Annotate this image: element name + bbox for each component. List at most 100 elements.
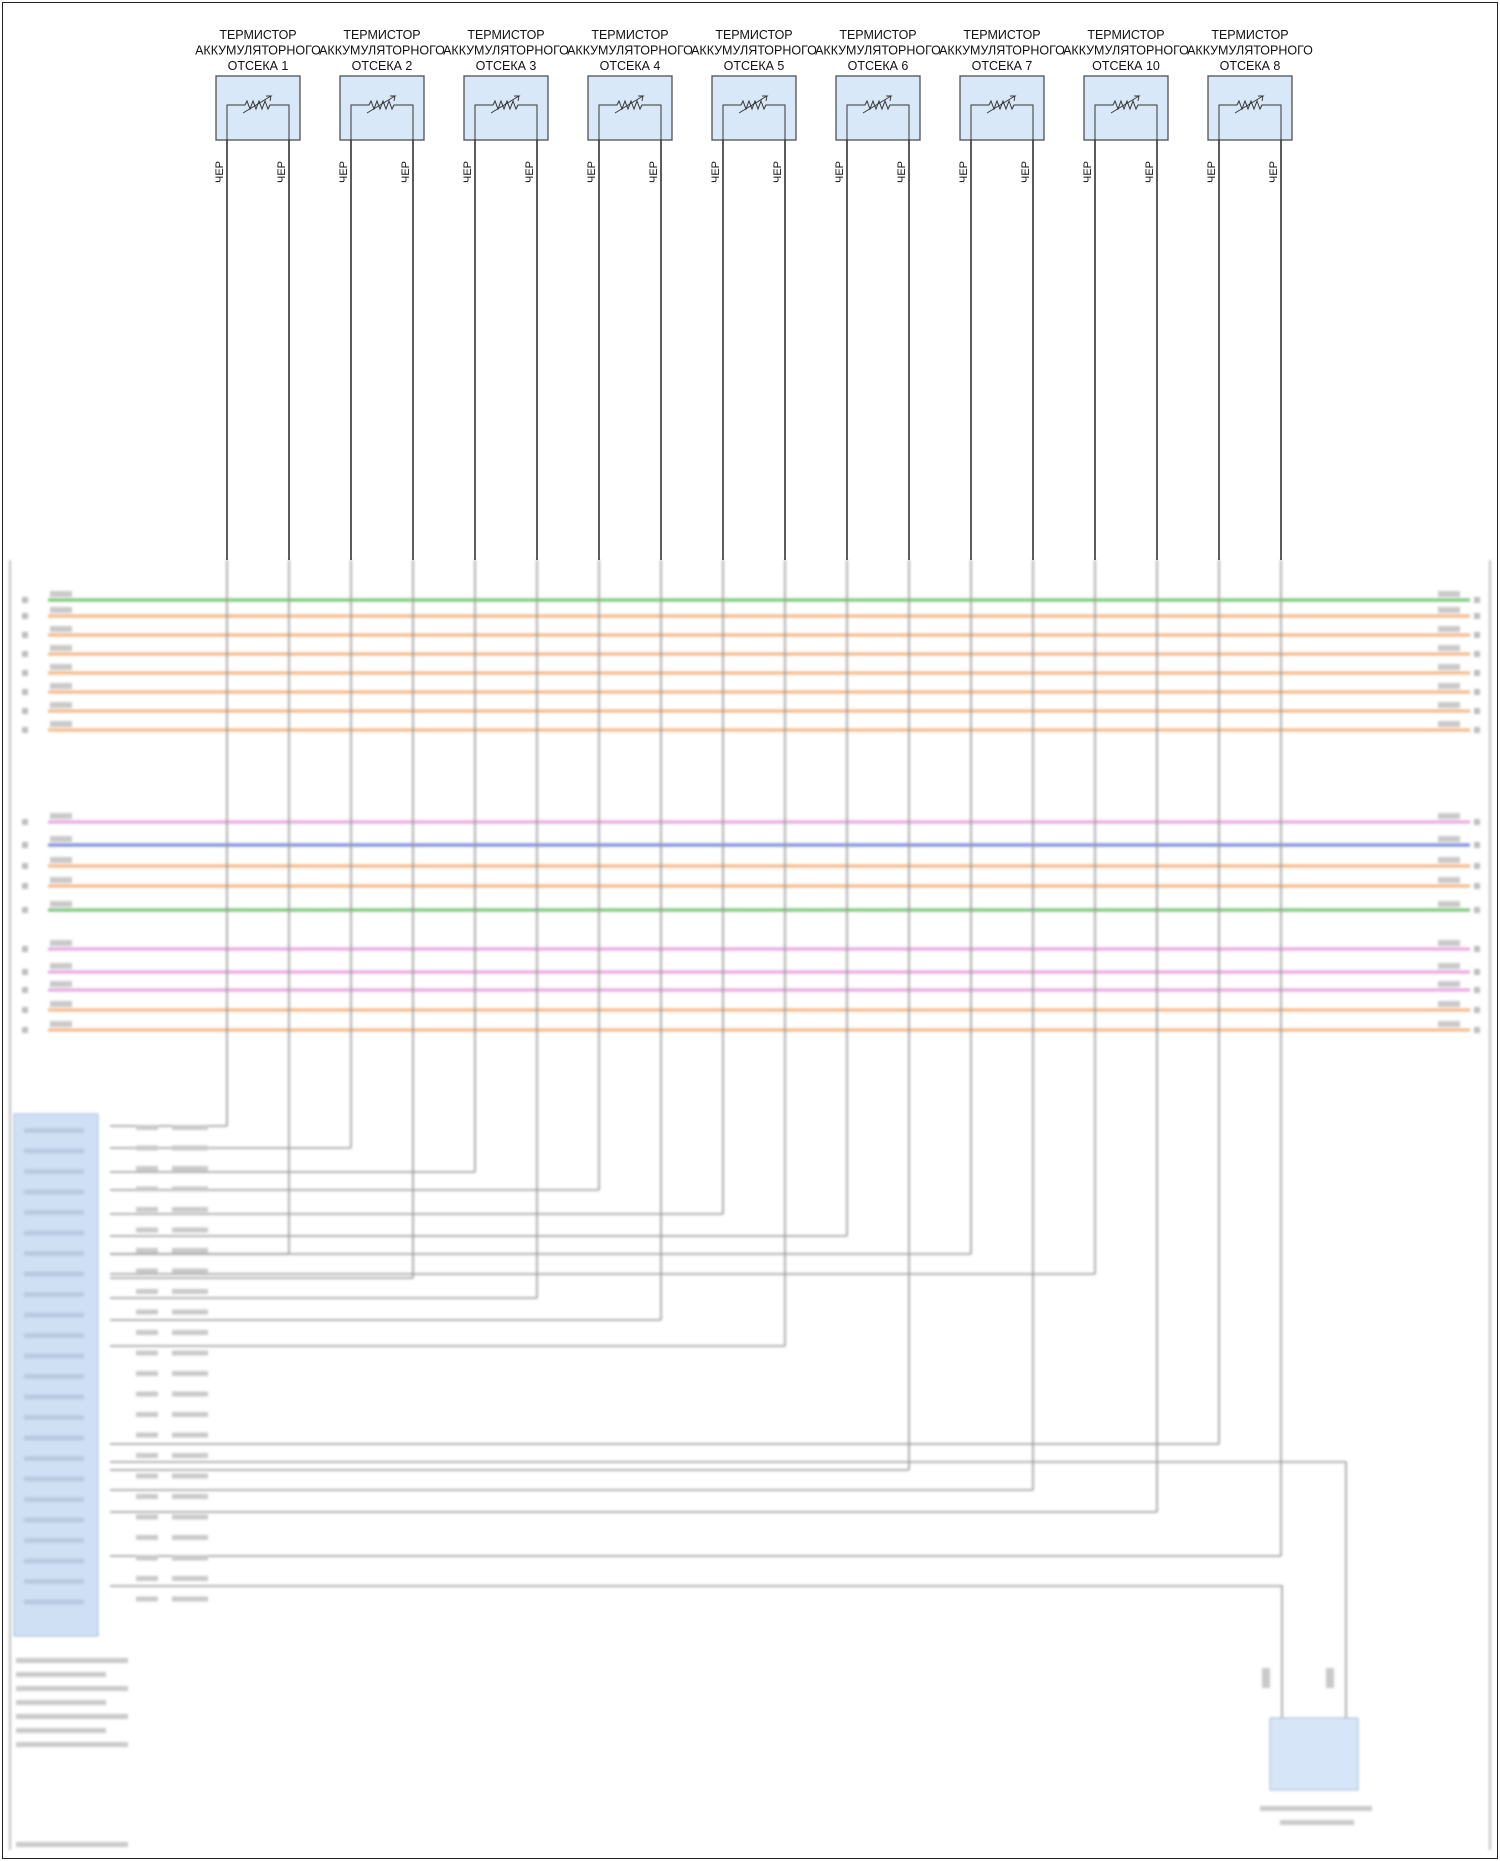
pin-tag bbox=[172, 1125, 208, 1130]
band-pin-mark bbox=[1474, 946, 1480, 952]
band-tag bbox=[1438, 857, 1460, 863]
module-pin-label bbox=[24, 1333, 84, 1338]
module-pin-label bbox=[24, 1251, 84, 1256]
band-tag bbox=[50, 963, 72, 969]
band-tag bbox=[50, 981, 72, 987]
band-pin-mark bbox=[1474, 727, 1480, 733]
pin-tag bbox=[136, 1207, 158, 1212]
band-tag bbox=[1438, 813, 1460, 819]
pin-tag bbox=[172, 1453, 208, 1458]
module-pin-label bbox=[24, 1497, 84, 1502]
thermistor-title-line3: ОТСЕКА 1 bbox=[228, 59, 289, 73]
thermistor-title-line2: АККУМУЛЯТОРНОГО bbox=[1187, 44, 1313, 58]
module-caption-block bbox=[16, 1686, 128, 1691]
wire-color-label: ЧЕР bbox=[1144, 161, 1156, 183]
band-pin-mark bbox=[1474, 1007, 1480, 1013]
pin-tag bbox=[172, 1576, 208, 1581]
pin-tag bbox=[136, 1555, 158, 1561]
thermistor-title-line3: ОТСЕКА 2 bbox=[352, 59, 413, 73]
band-tag bbox=[50, 683, 72, 689]
thermistor-arrow-icon bbox=[738, 95, 769, 114]
resistor-symbol-icon bbox=[598, 99, 662, 140]
wire-color-label: ЧЕР bbox=[958, 161, 970, 183]
band-tag bbox=[1438, 645, 1460, 651]
thermistor-box bbox=[1207, 75, 1293, 141]
band-tag bbox=[50, 901, 72, 907]
thermistor-title-line1: ТЕРМИСТОР bbox=[591, 28, 668, 42]
pin-tag bbox=[136, 1453, 158, 1458]
band-tag bbox=[50, 857, 72, 863]
pin-tag bbox=[136, 1268, 158, 1274]
thermistor-title-line2: АККУМУЛЯТОРНОГО bbox=[1063, 44, 1189, 58]
pin-tag bbox=[172, 1555, 208, 1561]
thermistor-arrow-icon bbox=[862, 95, 893, 114]
pin-tag bbox=[172, 1186, 208, 1192]
sensor-wire-tag bbox=[1262, 1668, 1270, 1688]
band-tag bbox=[1438, 940, 1460, 946]
band-tag bbox=[1438, 664, 1460, 670]
band-pin-mark bbox=[1474, 987, 1480, 993]
pin-tag bbox=[136, 1227, 158, 1233]
pin-tag bbox=[172, 1309, 208, 1315]
thermistor-title-line1: ТЕРМИСТОР bbox=[1211, 28, 1288, 42]
pin-tag bbox=[172, 1535, 208, 1540]
thermistor-title-line3: ОТСЕКА 5 bbox=[724, 59, 785, 73]
pin-tag bbox=[172, 1145, 208, 1151]
band-pin-mark bbox=[1474, 689, 1480, 695]
module-pin-label bbox=[24, 1394, 84, 1400]
pin-tag bbox=[136, 1248, 158, 1253]
band-pin-mark bbox=[22, 597, 28, 603]
pin-tag bbox=[136, 1391, 158, 1397]
resistor-symbol-icon bbox=[846, 99, 910, 140]
sensor-caption-block bbox=[1280, 1820, 1354, 1825]
wire-color-label: ЧЕР bbox=[1020, 161, 1032, 183]
module-pin-label bbox=[24, 1169, 84, 1174]
band-tag bbox=[1438, 721, 1460, 727]
thermistor-title-line3: ОТСЕКА 3 bbox=[476, 59, 537, 73]
band-tag bbox=[1438, 877, 1460, 883]
resistor-symbol-icon bbox=[970, 99, 1034, 140]
thermistor-title-line1: ТЕРМИСТОР bbox=[839, 28, 916, 42]
pin-tag bbox=[136, 1535, 158, 1540]
band-pin-mark bbox=[1474, 883, 1480, 889]
module-pin-label bbox=[24, 1476, 84, 1482]
pin-tag bbox=[136, 1166, 158, 1171]
band-pin-mark bbox=[22, 819, 28, 825]
band-pin-mark bbox=[1474, 863, 1480, 869]
thermistor-arrow-icon bbox=[614, 95, 645, 114]
module-pin-label bbox=[24, 1353, 84, 1359]
thermistor-title-line2: АККУМУЛЯТОРНОГО bbox=[567, 44, 693, 58]
module-pin-label bbox=[24, 1456, 84, 1461]
thermistor-title-line2: АККУМУЛЯТОРНОГО bbox=[815, 44, 941, 58]
band-pin-mark bbox=[22, 1007, 28, 1013]
module-pin-label bbox=[24, 1435, 84, 1441]
band-pin-mark bbox=[1474, 651, 1480, 657]
band-pin-mark bbox=[1474, 969, 1480, 975]
thermistor-arrow-icon bbox=[1110, 95, 1141, 114]
module-pin-label bbox=[24, 1374, 84, 1379]
wire-color-label: ЧЕР bbox=[214, 161, 226, 183]
module-pin-label bbox=[24, 1292, 84, 1297]
thermistor-title-line3: ОТСЕКА 4 bbox=[600, 59, 661, 73]
wire-color-label: ЧЕР bbox=[462, 161, 474, 183]
band-tag bbox=[50, 1021, 72, 1027]
module-pin-label bbox=[24, 1210, 84, 1215]
thermistor-title-line1: ТЕРМИСТОР bbox=[963, 28, 1040, 42]
pin-tag bbox=[172, 1432, 208, 1438]
band-pin-mark bbox=[22, 987, 28, 993]
pin-tag bbox=[172, 1227, 208, 1233]
pin-tag bbox=[172, 1371, 208, 1376]
thermistor-title-line2: АККУМУЛЯТОРНОГО bbox=[939, 44, 1065, 58]
band-tag bbox=[50, 1001, 72, 1007]
pin-tag bbox=[172, 1166, 208, 1171]
thermistor-title-line2: АККУМУЛЯТОРНОГО bbox=[691, 44, 817, 58]
pin-tag bbox=[172, 1391, 208, 1397]
footer-id-block bbox=[16, 1842, 128, 1847]
